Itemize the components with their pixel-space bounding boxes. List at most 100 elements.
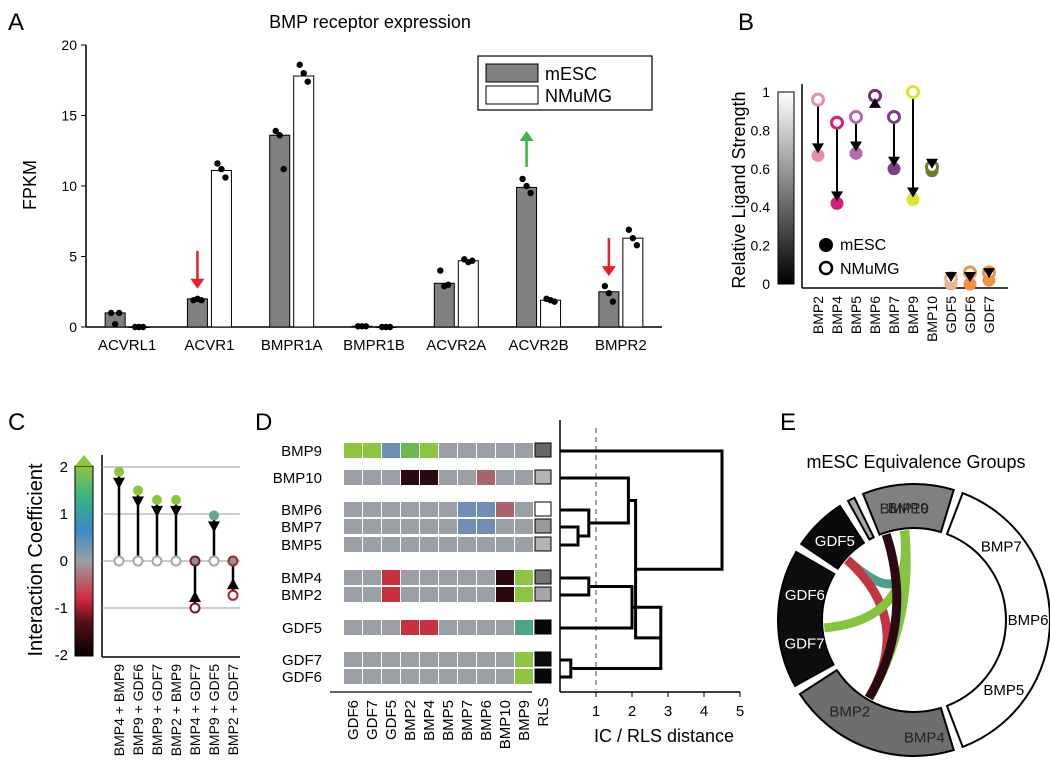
panel-b-scatter: Relative Ligand Strength 00.20.40.60.81 … <box>729 84 1008 342</box>
d-heatmap-cell <box>420 620 438 635</box>
d-heatmap-cell <box>496 537 514 552</box>
d-heatmap-cell <box>401 587 419 602</box>
d-row-label: BMP2 <box>281 587 322 604</box>
d-heatmap-cell <box>401 443 419 458</box>
a-replicate-point <box>551 298 558 305</box>
e-group-segment <box>777 550 836 688</box>
a-replicate-point <box>362 323 370 330</box>
d-heatmap-cell <box>515 652 533 667</box>
a-replicate-point <box>214 160 221 167</box>
panel-label-c: C <box>8 409 25 436</box>
d-col-label: BMP4 <box>421 700 438 741</box>
d-heatmap-cell <box>496 470 514 485</box>
b-point-nmumg <box>887 109 901 124</box>
c-point-nmumg <box>189 555 201 567</box>
d-heatmap-cell <box>477 652 495 667</box>
c-point-mesc <box>133 485 143 496</box>
a-bar-mesc <box>433 282 455 328</box>
legend-label-nmumg: NMuMG <box>545 86 612 106</box>
a-ytick-label: 5 <box>69 249 77 265</box>
d-row-label: BMP4 <box>281 570 322 587</box>
panel-b-ylabel: Relative Ligand Strength <box>729 91 749 288</box>
c-arrow-head <box>113 477 125 489</box>
a-category-label: ACVR1 <box>184 337 234 354</box>
a-ytick-label: 10 <box>61 178 77 194</box>
d-heatmap-cell <box>458 537 476 552</box>
d-heatmap-cell <box>477 519 495 534</box>
d-rls-cell <box>534 518 552 534</box>
panel-c-ylabel: Interaction Coefficient <box>25 463 47 657</box>
e-group-segment <box>861 483 956 537</box>
d-heatmap-cell <box>401 620 419 635</box>
e-member-label: BMP9 <box>888 500 929 517</box>
c-category-label: BMP2 + GDF7 <box>225 664 241 756</box>
a-replicate-point <box>280 165 287 173</box>
c-point-nmumg <box>227 555 239 567</box>
d-heatmap-cell <box>420 652 438 667</box>
e-group-segment <box>945 491 1050 749</box>
d-heatmap-cell <box>382 537 400 552</box>
a-annotation-arrow <box>519 130 534 167</box>
c-point-mesc <box>152 494 162 505</box>
d-heatmap-cell <box>382 620 400 635</box>
c-arrow-head <box>132 496 144 508</box>
d-row-label: BMP5 <box>281 537 322 554</box>
a-replicate-point <box>609 298 617 305</box>
panel-d-heatmap: BMP9BMP10BMP6BMP7BMP5BMP4BMP2GDF5GDF7GDF… <box>273 420 744 749</box>
d-col-label: BMP7 <box>459 700 476 741</box>
a-ytick-label: 20 <box>61 37 77 53</box>
d-heatmap-cell <box>458 519 476 534</box>
b-arrow-head <box>850 141 862 152</box>
d-rls-cell <box>534 619 552 635</box>
d-heatmap-cell <box>515 502 533 517</box>
e-member-label: GDF5 <box>815 533 855 550</box>
c-point-mesc <box>171 494 181 505</box>
d-heatmap-cell <box>363 620 381 635</box>
a-replicate-point <box>469 257 476 264</box>
d-heatmap-cell <box>458 620 476 635</box>
c-ytick-label: -1 <box>55 600 68 617</box>
d-heatmap-cell <box>401 502 419 517</box>
a-arrow-head <box>519 130 534 141</box>
panel-label-e: E <box>780 409 796 436</box>
panel-a-bar-chart: BMP receptor expression FPKM 0 5 10 15 20 AC… <box>20 12 662 354</box>
d-rls-cell <box>534 469 552 485</box>
d-distance-tick-label: 4 <box>700 703 708 720</box>
b-category-label: BMP10 <box>924 296 940 342</box>
a-replicate-point <box>437 267 444 274</box>
d-heatmap-cell <box>382 470 400 485</box>
b-category-label: BMP5 <box>848 296 864 334</box>
panel-c-interaction: Interaction Coefficient -2 -1 0 1 2 BMP4 + B… <box>25 455 241 756</box>
a-bar-nmumg <box>540 299 562 328</box>
panel-e-title: mESC Equivalence Groups <box>806 452 1025 472</box>
d-rls-cell <box>534 586 552 602</box>
d-row-label: GDF5 <box>282 620 322 637</box>
c-point-nmumg <box>132 555 144 567</box>
b-category-label: BMP2 <box>810 296 826 334</box>
a-ytick-label: 15 <box>61 108 77 124</box>
d-heatmap-cell <box>382 587 400 602</box>
d-heatmap-cell <box>344 620 362 635</box>
d-heatmap-cell <box>420 519 438 534</box>
d-heatmap-cell <box>458 570 476 585</box>
d-heatmap-cell <box>477 470 495 485</box>
d-heatmap-cell <box>439 570 457 585</box>
dendro-link <box>560 576 591 597</box>
c-arrow-head <box>208 521 220 533</box>
d-heatmap-cell <box>363 570 381 585</box>
b-arrow-head <box>907 187 919 198</box>
a-replicate-point <box>601 282 609 290</box>
d-heatmap-cell <box>344 570 362 585</box>
b-ytick-label: 0.8 <box>751 122 771 138</box>
e-member-label: GDF7 <box>784 635 824 652</box>
e-group-segment <box>846 496 876 541</box>
c-category-label: BMP4 + GDF7 <box>187 664 203 756</box>
d-row-label: BMP10 <box>273 470 322 487</box>
a-arrow-head <box>601 266 616 277</box>
d-heatmap-cell <box>344 669 362 684</box>
panel-label-d: D <box>255 409 272 436</box>
c-point-nmumg <box>208 555 220 567</box>
d-heatmap-cell <box>420 537 438 552</box>
legend-label-mesc: mESC <box>545 64 597 84</box>
b-category-label: GDF5 <box>943 296 959 334</box>
